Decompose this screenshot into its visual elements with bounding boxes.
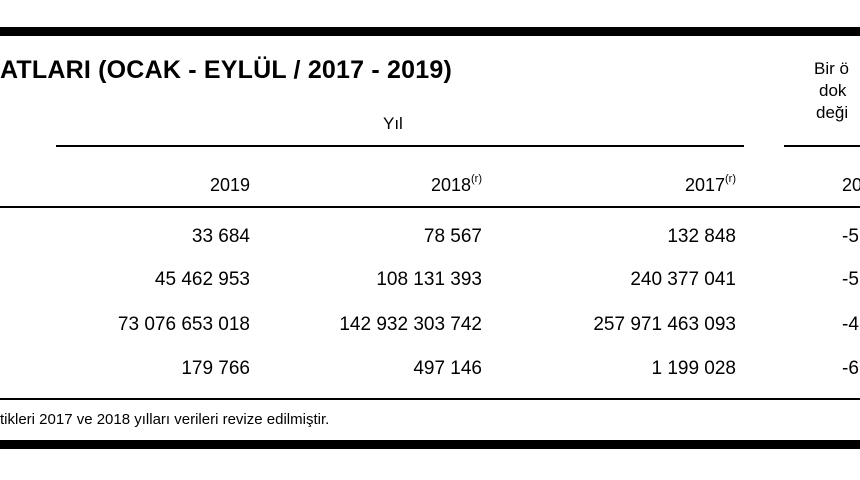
note-line-1: Bir ö xyxy=(814,59,849,78)
bottom-border xyxy=(0,440,860,449)
cell-2019: 73 076 653 018 xyxy=(117,314,250,335)
cell-change: -5 xyxy=(842,269,859,290)
cell-2018: 497 146 xyxy=(413,358,482,379)
note-line-2: dok xyxy=(819,81,847,100)
year-group-rule xyxy=(56,145,744,147)
cell-change: -5 xyxy=(842,226,859,247)
revision-footnote: tikleri 2017 ve 2018 yılları verileri re… xyxy=(0,411,330,428)
column-header-2018: 2018(r) xyxy=(430,173,482,195)
cell-2017: 1 199 028 xyxy=(651,358,736,379)
cell-2018: 108 131 393 xyxy=(376,269,482,290)
table-title: ATLARI (OCAK - EYLÜL / 2017 - 2019) xyxy=(0,56,452,84)
cell-2019: 45 462 953 xyxy=(154,269,250,290)
cell-2018: 142 932 303 742 xyxy=(339,314,482,335)
column-header-change: 20 xyxy=(842,175,860,195)
year-group-header: Yıl xyxy=(383,114,403,133)
cell-change: -4 xyxy=(842,314,859,335)
cell-2019: 179 766 xyxy=(181,358,250,379)
note-line-3: deği xyxy=(816,103,849,122)
cell-2017: 132 848 xyxy=(667,226,736,247)
footer-rule xyxy=(0,398,860,400)
top-border xyxy=(0,27,860,36)
cell-change: -6 xyxy=(842,358,859,379)
change-group-rule xyxy=(784,145,860,147)
cell-2018: 78 567 xyxy=(423,226,482,247)
cell-2017: 257 971 463 093 xyxy=(593,314,736,335)
header-rule xyxy=(0,206,860,208)
column-header-2019: 2019 xyxy=(209,175,250,195)
change-column-note: Bir ö dok deği xyxy=(814,58,849,124)
cell-2019: 33 684 xyxy=(191,226,250,247)
column-header-2017: 2017(r) xyxy=(684,173,736,195)
cell-2017: 240 377 041 xyxy=(630,269,736,290)
